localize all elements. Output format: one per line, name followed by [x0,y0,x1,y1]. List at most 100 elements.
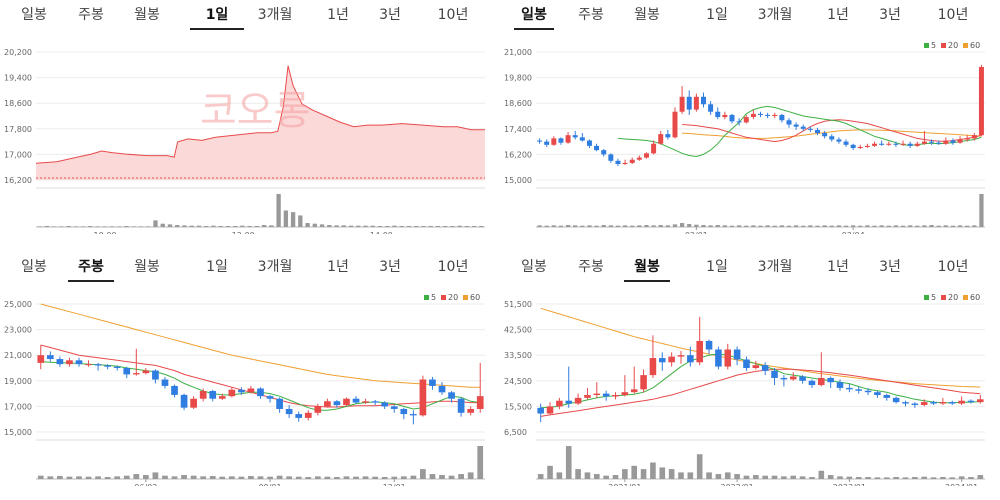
y-tick-label: 18,600 [504,99,532,108]
candle-body [180,394,188,408]
candle-body [643,153,649,158]
volume-bar [949,477,956,479]
candle [104,364,111,370]
candle [815,127,821,136]
tab-4[interactable]: 3개월 [257,7,293,23]
volume-bar [912,477,918,479]
volume-bar [153,220,158,227]
tab-1[interactable]: 주봉 [78,7,104,23]
volume-bar [865,477,871,479]
tab-6[interactable]: 3년 [879,259,901,275]
candle-body [390,406,398,409]
candle [818,352,825,387]
tab-7[interactable]: 10년 [937,7,969,23]
candle [736,118,742,126]
candle [700,92,706,108]
candle [715,346,722,370]
volume-bar [734,474,740,479]
volume-bar [883,477,890,479]
volume-bar [736,225,742,227]
volume-bar [922,225,927,227]
legend-label: 60 [970,41,980,50]
tab-0[interactable]: 일봉 [21,259,47,275]
tab-2[interactable]: 월봉 [134,259,160,275]
candle [419,375,427,417]
candle [920,399,928,407]
candle [758,111,763,118]
candle [679,86,685,114]
legend-swatch [924,295,929,300]
candle-body [836,139,842,142]
y-tick-label: 19,000 [4,377,32,386]
volume-bar [428,226,433,227]
volume-bar [276,475,283,479]
candle-body [874,392,881,396]
candle-body [800,126,806,129]
candle-body [920,402,928,405]
tab-7[interactable]: 10년 [437,259,469,275]
candle [948,400,956,405]
tab-5[interactable]: 1년 [327,7,349,23]
candle [943,137,949,145]
volume-bar [957,225,963,227]
tab-4[interactable]: 3개월 [257,259,293,275]
tab-2[interactable]: 월봉 [624,256,670,282]
volume-bar [815,225,820,227]
candle-body [807,128,813,130]
tab-1[interactable]: 주봉 [578,7,604,23]
x-tick-label: 02/01 [685,231,708,234]
candle [672,107,678,139]
candle-body [75,360,83,365]
tab-2[interactable]: 월봉 [134,7,160,23]
candle [857,144,863,150]
tab-3[interactable]: 1일 [706,7,728,23]
tab-3[interactable]: 1일 [190,4,244,30]
tab-5[interactable]: 1년 [827,259,849,275]
volume-bar [152,472,159,479]
panel-weekly: 일봉 주봉 월봉 1일 3개월 1년 3년 10년 25,000 23,000 21,000 19,… [0,252,495,497]
candle-body [558,138,564,143]
candle [612,392,619,400]
tab-4[interactable]: 3개월 [757,7,793,23]
candle-body [629,159,635,163]
candle [978,64,984,137]
tab-3[interactable]: 1일 [206,259,228,275]
tab-6[interactable]: 3년 [379,7,401,23]
candle [724,343,732,370]
candle [886,141,892,146]
tab-5[interactable]: 1년 [827,7,849,23]
tab-3[interactable]: 1일 [706,259,728,275]
volume-bar [843,225,849,227]
y-tick-label: 15,500 [504,402,532,411]
tab-2[interactable]: 월봉 [634,7,660,23]
tab-0[interactable]: 일봉 [21,7,47,23]
candle-body [729,114,735,122]
tab-1[interactable]: 주봉 [578,259,604,275]
tab-7[interactable]: 10년 [437,7,469,23]
tab-5[interactable]: 1년 [327,259,349,275]
tab-1[interactable]: 주봉 [68,256,114,282]
candle [967,399,975,404]
candle [586,139,592,148]
intraday-chart: 20,200 19,400 18,600 17,800 17,000 16,200 10:0… [4,48,485,234]
tab-7[interactable]: 10년 [937,259,969,275]
tab-0[interactable]: 일봉 [521,259,547,275]
volume-bar [765,225,770,227]
candle-body [594,145,600,151]
x-tick-label: 2024/01 [945,483,978,486]
candle [333,400,341,408]
volume-bar [312,223,317,227]
candle [743,356,750,371]
candle-body [448,392,455,399]
volume-bar [786,225,792,227]
tab-4[interactable]: 3개월 [757,259,793,275]
volume-bar [37,475,44,479]
tab-6[interactable]: 3년 [879,7,901,23]
tab-6[interactable]: 3년 [379,259,401,275]
candle [779,113,785,123]
candle-body [911,403,919,405]
candle-body [218,396,226,399]
volume-bar [575,469,581,479]
volume-bar [104,477,111,479]
tab-0[interactable]: 일봉 [514,4,554,30]
